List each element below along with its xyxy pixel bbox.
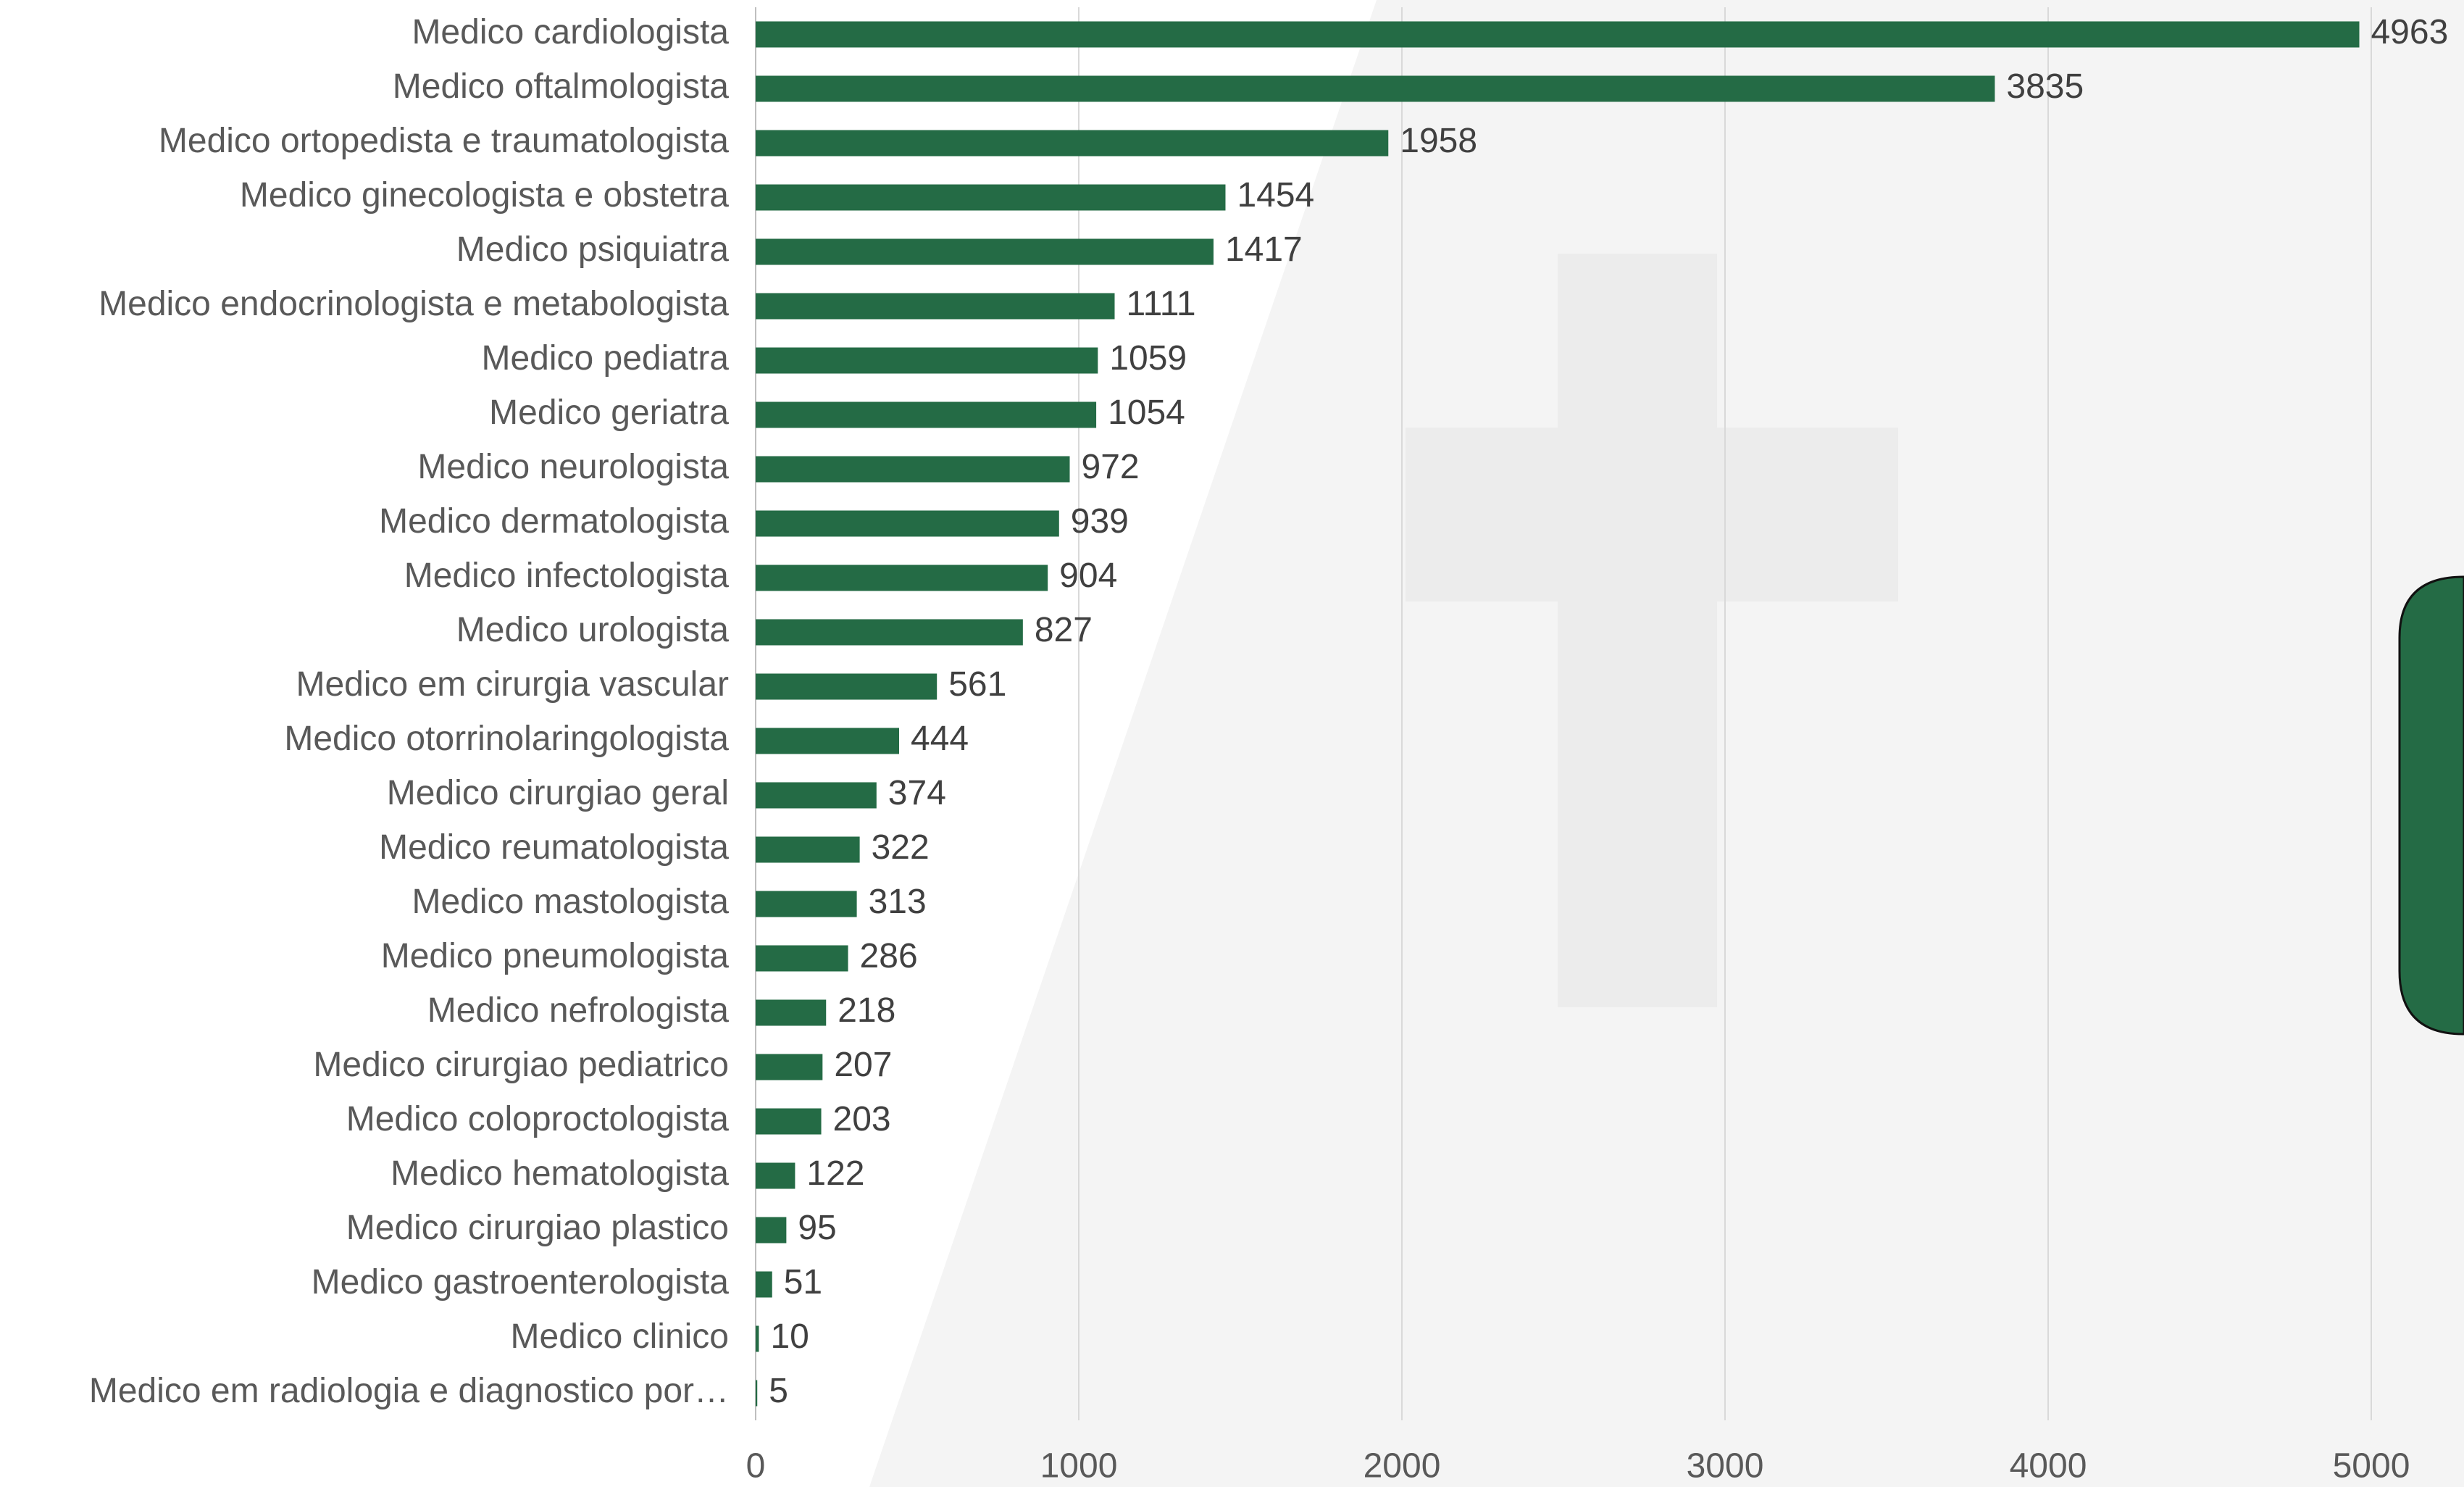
- value-label: 1111: [1127, 285, 1196, 323]
- bar: [756, 836, 860, 863]
- y-tick-label: Medico infectologista: [404, 557, 730, 595]
- value-label: 10: [770, 1317, 809, 1356]
- y-tick-label: Medico cardiologista: [412, 13, 729, 51]
- y-tick-label: Medico geriatra: [489, 393, 729, 432]
- x-tick-label: 4000: [2010, 1447, 2087, 1486]
- background-decoration: [869, 0, 2464, 1487]
- bar: [756, 401, 1097, 428]
- y-tick-label: Medico oftalmologista: [393, 67, 730, 106]
- x-tick-label: 0: [746, 1447, 766, 1486]
- bar: [756, 673, 937, 700]
- value-label: 322: [872, 828, 930, 867]
- bar: [756, 782, 877, 809]
- x-tick-label: 3000: [1687, 1447, 1764, 1486]
- x-tick-label: 1000: [1040, 1447, 1118, 1486]
- y-tick-label: Medico coloproctologista: [346, 1100, 730, 1138]
- y-tick-label: Medico hematologista: [391, 1154, 729, 1193]
- y-tick-label: Medico cirurgiao pediatrico: [313, 1046, 729, 1084]
- bar: [756, 999, 827, 1026]
- y-tick-label: Medico urologista: [456, 611, 730, 649]
- bg-cross-vertical: [1558, 254, 1717, 1007]
- value-label: 561: [948, 665, 1006, 704]
- side-tab: [2398, 575, 2464, 1036]
- y-tick-label: Medico cirurgiao geral: [387, 774, 729, 812]
- y-tick-label: Medico dermatologista: [379, 502, 729, 541]
- bar: [756, 130, 1389, 157]
- y-tick-label: Medico reumatologista: [379, 828, 729, 867]
- y-tick-label: Medico clinico: [511, 1317, 729, 1356]
- plot-area: 0 1000 2000 3000 4000 5000 Medico cardiologist…: [89, 7, 2448, 1486]
- y-tick-label: Medico otorrinolaringologista: [284, 720, 729, 758]
- bar: [756, 21, 2360, 48]
- value-label: 1059: [1109, 339, 1187, 378]
- bar: [756, 1271, 772, 1298]
- y-tick-label: Medico pediatra: [481, 339, 729, 378]
- value-label: 51: [784, 1263, 822, 1301]
- bar: [756, 510, 1059, 537]
- y-tick-label: Medico endocrinologista e metabologista: [99, 285, 729, 323]
- value-label: 95: [798, 1209, 836, 1247]
- bar: [756, 728, 900, 754]
- value-label: 972: [1082, 448, 1140, 486]
- value-label: 444: [911, 720, 969, 758]
- bar: [756, 945, 848, 972]
- y-tick-label: Medico em radiologia e diagnostico por…: [89, 1372, 729, 1410]
- value-label: 4963: [2371, 13, 2448, 51]
- bg-cross-horizontal: [1406, 428, 1898, 601]
- bar: [756, 184, 1226, 211]
- y-tick-label: Medico pneumologista: [381, 937, 730, 975]
- value-label: 1958: [1400, 122, 1477, 160]
- y-tick-label: Medico nefrologista: [427, 991, 730, 1030]
- value-label: 1454: [1237, 176, 1314, 214]
- value-label: 207: [834, 1046, 892, 1084]
- bar: [756, 1054, 823, 1080]
- value-label: 827: [1035, 611, 1093, 649]
- bar: [756, 1325, 759, 1352]
- bar: [756, 1217, 787, 1244]
- bar: [756, 75, 1995, 102]
- value-label: 286: [860, 937, 918, 975]
- value-label: 1054: [1108, 393, 1185, 432]
- bar: [756, 456, 1070, 483]
- value-label: 3835: [2006, 67, 2084, 106]
- y-tick-label: Medico ortopedista e traumatologista: [159, 122, 729, 160]
- value-label: 313: [869, 883, 927, 921]
- value-label: 218: [838, 991, 895, 1030]
- bar: [756, 238, 1214, 265]
- value-label: 203: [833, 1100, 891, 1138]
- bar: [756, 1108, 822, 1135]
- y-tick-label: Medico psiquiatra: [456, 230, 730, 269]
- y-tick-label: Medico gastroenterologista: [312, 1263, 730, 1301]
- value-label: 374: [888, 774, 946, 812]
- y-tick-label: Medico neurologista: [417, 448, 729, 486]
- bar: [756, 565, 1048, 591]
- bar: [756, 619, 1023, 646]
- y-tick-label: Medico cirurgiao plastico: [346, 1209, 729, 1247]
- value-label: 939: [1071, 502, 1129, 541]
- bar: [756, 293, 1115, 320]
- value-label: 5: [769, 1372, 788, 1410]
- y-tick-label: Medico em cirurgia vascular: [296, 665, 729, 704]
- value-label: 1417: [1225, 230, 1303, 269]
- bar: [756, 1162, 795, 1189]
- y-tick-label: Medico mastologista: [412, 883, 729, 921]
- bar: [756, 891, 857, 917]
- x-tick-label: 2000: [1363, 1447, 1441, 1486]
- value-label: 904: [1059, 557, 1117, 595]
- bar: [756, 347, 1098, 374]
- x-tick-label: 5000: [2333, 1447, 2410, 1486]
- value-label: 122: [806, 1154, 864, 1193]
- y-tick-label: Medico ginecologista e obstetra: [240, 176, 729, 214]
- bar: [756, 1380, 758, 1407]
